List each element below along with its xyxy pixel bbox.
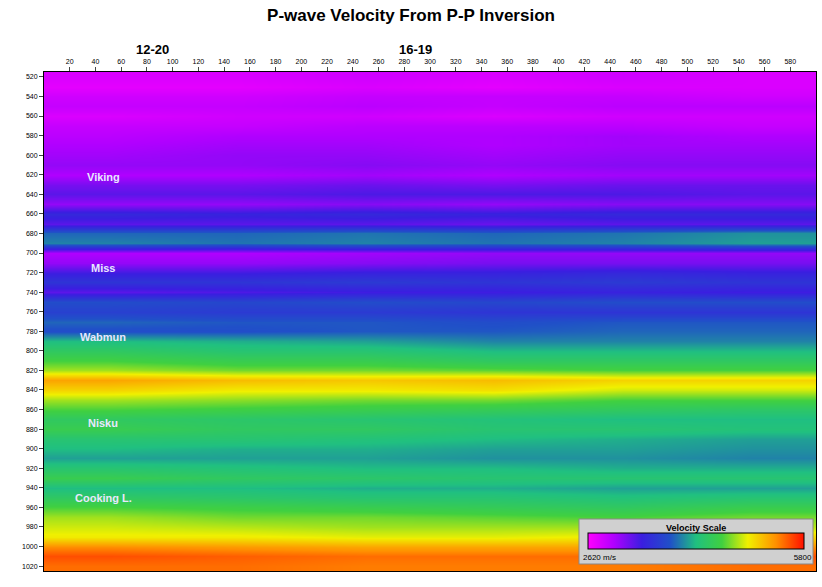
svg-text:900: 900 xyxy=(26,445,38,452)
svg-text:760: 760 xyxy=(26,308,38,315)
svg-text:300: 300 xyxy=(424,58,436,65)
svg-text:540: 540 xyxy=(26,93,38,100)
svg-text:5800: 5800 xyxy=(794,553,812,562)
svg-text:540: 540 xyxy=(733,58,745,65)
svg-text:400: 400 xyxy=(553,58,565,65)
svg-text:Cooking L.: Cooking L. xyxy=(75,492,132,504)
svg-text:140: 140 xyxy=(218,58,230,65)
svg-text:Velocity Scale: Velocity Scale xyxy=(666,523,726,533)
svg-text:60: 60 xyxy=(117,58,125,65)
svg-text:120: 120 xyxy=(193,58,205,65)
svg-text:Viking: Viking xyxy=(87,171,120,183)
svg-text:640: 640 xyxy=(26,191,38,198)
svg-text:600: 600 xyxy=(26,152,38,159)
svg-text:Wabmun: Wabmun xyxy=(80,331,126,343)
svg-text:880: 880 xyxy=(26,426,38,433)
svg-text:1000: 1000 xyxy=(22,543,38,550)
svg-text:800: 800 xyxy=(26,347,38,354)
svg-text:720: 720 xyxy=(26,269,38,276)
svg-text:180: 180 xyxy=(270,58,282,65)
svg-text:860: 860 xyxy=(26,406,38,413)
svg-text:Miss: Miss xyxy=(91,262,115,274)
svg-text:980: 980 xyxy=(26,523,38,530)
svg-text:960: 960 xyxy=(26,504,38,511)
svg-text:580: 580 xyxy=(26,132,38,139)
svg-text:820: 820 xyxy=(26,367,38,374)
svg-text:520: 520 xyxy=(26,73,38,80)
svg-text:740: 740 xyxy=(26,289,38,296)
svg-text:340: 340 xyxy=(476,58,488,65)
svg-text:80: 80 xyxy=(143,58,151,65)
svg-text:920: 920 xyxy=(26,465,38,472)
svg-text:840: 840 xyxy=(26,386,38,393)
svg-text:380: 380 xyxy=(527,58,539,65)
svg-text:660: 660 xyxy=(26,210,38,217)
svg-text:520: 520 xyxy=(707,58,719,65)
svg-text:260: 260 xyxy=(373,58,385,65)
svg-text:700: 700 xyxy=(26,249,38,256)
svg-text:2620 m/s: 2620 m/s xyxy=(583,553,616,562)
svg-text:20: 20 xyxy=(66,58,74,65)
svg-text:460: 460 xyxy=(630,58,642,65)
svg-text:12-20: 12-20 xyxy=(136,42,169,57)
svg-text:560: 560 xyxy=(759,58,771,65)
svg-text:160: 160 xyxy=(244,58,256,65)
svg-text:680: 680 xyxy=(26,230,38,237)
svg-text:440: 440 xyxy=(604,58,616,65)
svg-text:780: 780 xyxy=(26,328,38,335)
svg-text:1020: 1020 xyxy=(22,563,38,570)
svg-text:220: 220 xyxy=(321,58,333,65)
svg-text:16-19: 16-19 xyxy=(399,42,432,57)
svg-text:560: 560 xyxy=(26,112,38,119)
svg-text:620: 620 xyxy=(26,171,38,178)
svg-text:580: 580 xyxy=(784,58,796,65)
svg-text:Nisku: Nisku xyxy=(88,417,118,429)
svg-text:420: 420 xyxy=(579,58,591,65)
svg-text:40: 40 xyxy=(92,58,100,65)
svg-text:320: 320 xyxy=(450,58,462,65)
svg-text:940: 940 xyxy=(26,484,38,491)
svg-text:100: 100 xyxy=(167,58,179,65)
svg-text:500: 500 xyxy=(681,58,693,65)
svg-text:240: 240 xyxy=(347,58,359,65)
svg-text:480: 480 xyxy=(656,58,668,65)
svg-text:P-wave Velocity From P-P Inver: P-wave Velocity From P-P Inversion xyxy=(267,6,555,25)
svg-text:280: 280 xyxy=(398,58,410,65)
svg-text:360: 360 xyxy=(501,58,513,65)
svg-text:200: 200 xyxy=(295,58,307,65)
